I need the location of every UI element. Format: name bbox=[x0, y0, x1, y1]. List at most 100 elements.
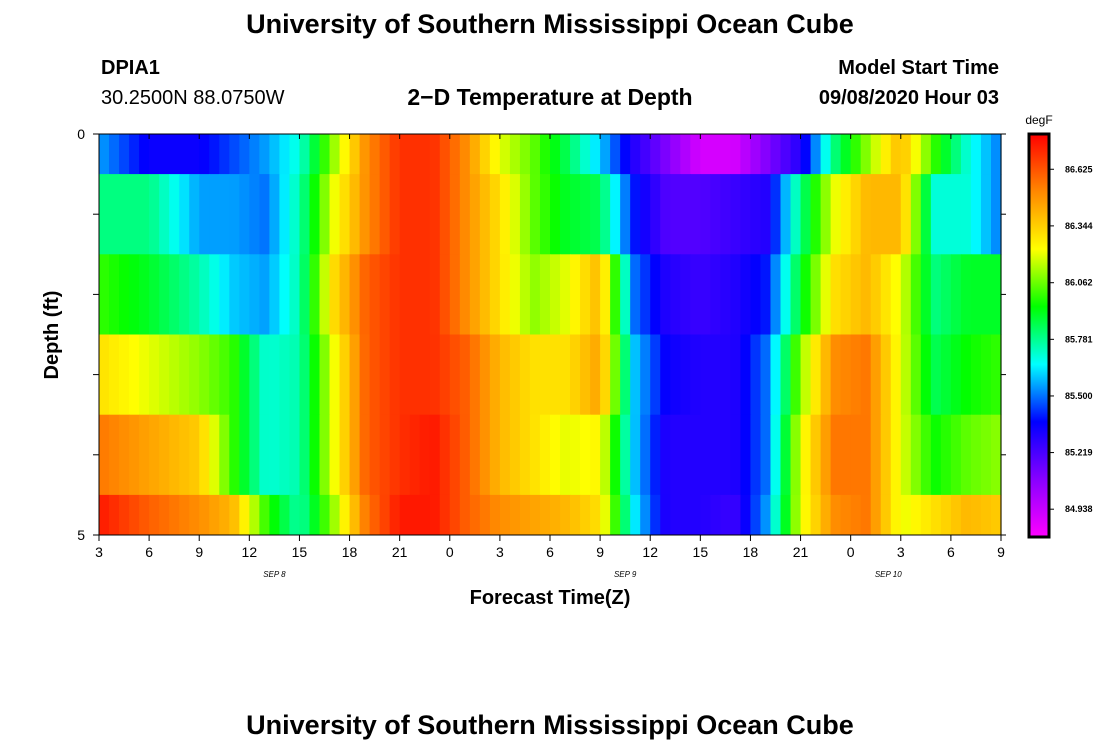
heatmap-cell bbox=[409, 254, 421, 335]
x-tick-label: 15 bbox=[292, 544, 308, 560]
heatmap-cell bbox=[429, 254, 441, 335]
heatmap-cell bbox=[409, 334, 421, 416]
heatmap-cell bbox=[890, 494, 902, 536]
heatmap-cell bbox=[179, 334, 190, 416]
heatmap-cell bbox=[920, 334, 932, 416]
heatmap-cell bbox=[499, 494, 511, 536]
heatmap-cell bbox=[359, 334, 371, 416]
heatmap-cell bbox=[550, 134, 561, 175]
heatmap-cell bbox=[860, 134, 872, 175]
heatmap-cell bbox=[179, 414, 190, 496]
heatmap-cell bbox=[640, 174, 651, 255]
heatmap-cell bbox=[269, 134, 280, 175]
heatmap-cell bbox=[880, 334, 892, 416]
heatmap-cell bbox=[269, 254, 280, 335]
heatmap-cell bbox=[970, 414, 982, 496]
heatmap-cell bbox=[800, 334, 812, 416]
heatmap-cell bbox=[369, 494, 381, 536]
heatmap-cell bbox=[650, 494, 661, 536]
heatmap-cell bbox=[700, 134, 711, 175]
heatmap-cell bbox=[770, 414, 782, 496]
heatmap-cell bbox=[570, 174, 581, 255]
heatmap-cell bbox=[590, 254, 601, 335]
heatmap-cell bbox=[309, 334, 321, 416]
heatmap-cell bbox=[399, 174, 411, 255]
heatmap-cell bbox=[590, 414, 601, 496]
heatmap-cell bbox=[209, 134, 220, 175]
heatmap-cell bbox=[780, 174, 792, 255]
heatmap-cell bbox=[930, 414, 942, 496]
heatmap-cell bbox=[910, 334, 922, 416]
heatmap-cell bbox=[910, 494, 922, 536]
heatmap-cell bbox=[760, 334, 772, 416]
heatmap-cell bbox=[249, 134, 260, 175]
heatmap-cell bbox=[369, 414, 381, 496]
y-tick-label: 5 bbox=[77, 527, 85, 543]
heatmap-cell bbox=[790, 174, 802, 255]
heatmap-cell bbox=[259, 334, 270, 416]
heatmap-cell bbox=[760, 254, 772, 335]
heatmap-cell bbox=[750, 494, 762, 536]
x-tick-label: 0 bbox=[847, 544, 855, 560]
heatmap-cell bbox=[640, 254, 651, 335]
heatmap-cell bbox=[590, 334, 601, 416]
heatmap-cell bbox=[620, 174, 631, 255]
heatmap-cell bbox=[229, 254, 240, 335]
heatmap-cell bbox=[299, 174, 311, 255]
heatmap-cell bbox=[469, 254, 481, 335]
heatmap-cell bbox=[449, 494, 461, 536]
heatmap-cell bbox=[219, 494, 230, 536]
heatmap-cell bbox=[239, 334, 250, 416]
heatmap-cell bbox=[870, 494, 882, 536]
heatmap-cell bbox=[309, 174, 321, 255]
heatmap-cell bbox=[309, 254, 321, 335]
heatmap-cell bbox=[920, 254, 932, 335]
heatmap-cell bbox=[479, 174, 491, 255]
heatmap-cell bbox=[189, 134, 200, 175]
colorbar-tick-label: 85.781 bbox=[1065, 334, 1093, 344]
heatmap-cell bbox=[680, 254, 691, 335]
heatmap-cell bbox=[770, 494, 782, 536]
x-tick-label: 9 bbox=[195, 544, 203, 560]
heatmap-cell bbox=[780, 334, 792, 416]
x-tick-label: 6 bbox=[947, 544, 955, 560]
heatmap-cell bbox=[660, 134, 671, 175]
heatmap-cell bbox=[159, 414, 170, 496]
heatmap-cell bbox=[319, 334, 331, 416]
heatmap-cell bbox=[650, 414, 661, 496]
heatmap-cell bbox=[289, 254, 301, 335]
x-tick-label: 3 bbox=[897, 544, 905, 560]
heatmap-cell bbox=[519, 174, 531, 255]
heatmap-cell bbox=[389, 174, 401, 255]
heatmap-cell bbox=[590, 174, 601, 255]
heatmap-cell bbox=[299, 414, 311, 496]
heatmap-cell bbox=[790, 134, 802, 175]
heatmap-cell bbox=[279, 414, 291, 496]
heatmap-cell bbox=[529, 134, 541, 175]
heatmap-cell bbox=[299, 334, 311, 416]
x-tick-label: 21 bbox=[392, 544, 408, 560]
heatmap-cell bbox=[169, 134, 180, 175]
heatmap-cell bbox=[770, 334, 782, 416]
heatmap-cell bbox=[169, 174, 180, 255]
heatmap-cell bbox=[550, 254, 561, 335]
heatmap-cell bbox=[960, 254, 972, 335]
heatmap-cell bbox=[209, 254, 220, 335]
heatmap-cell bbox=[970, 494, 982, 536]
x-axis-label: Forecast Time(Z) bbox=[470, 587, 631, 609]
heatmap-cell bbox=[630, 254, 641, 335]
heatmap-cell bbox=[419, 414, 431, 496]
heatmap-cell bbox=[309, 134, 321, 175]
heatmap-cell bbox=[850, 134, 862, 175]
heatmap-cell bbox=[229, 414, 240, 496]
heatmap-cell bbox=[960, 334, 972, 416]
heatmap-cell bbox=[970, 254, 982, 335]
heatmap-cell bbox=[329, 414, 341, 496]
heatmap-cell bbox=[650, 334, 661, 416]
heatmap-cell bbox=[750, 254, 762, 335]
heatmap-cell bbox=[329, 334, 341, 416]
heatmap-cell bbox=[930, 334, 942, 416]
heatmap-cell bbox=[860, 174, 872, 255]
heatmap-cell bbox=[499, 174, 511, 255]
heatmap-cell bbox=[680, 174, 691, 255]
